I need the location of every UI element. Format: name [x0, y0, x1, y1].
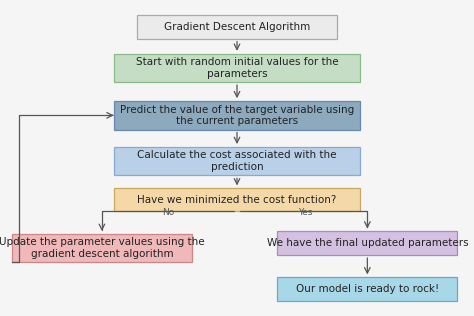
Text: Have we minimized the cost function?: Have we minimized the cost function? — [137, 195, 337, 205]
FancyBboxPatch shape — [277, 231, 457, 255]
FancyBboxPatch shape — [114, 188, 360, 211]
FancyBboxPatch shape — [114, 101, 360, 130]
Text: Calculate the cost associated with the
prediction: Calculate the cost associated with the p… — [137, 150, 337, 172]
Text: Start with random initial values for the
parameters: Start with random initial values for the… — [136, 57, 338, 79]
Text: We have the final updated parameters: We have the final updated parameters — [266, 238, 468, 248]
FancyBboxPatch shape — [12, 234, 192, 262]
Text: Update the parameter values using the
gradient descent algorithm: Update the parameter values using the gr… — [0, 237, 205, 259]
FancyBboxPatch shape — [137, 15, 337, 39]
Text: Predict the value of the target variable using
the current parameters: Predict the value of the target variable… — [120, 105, 354, 126]
Text: Yes: Yes — [299, 208, 313, 217]
FancyBboxPatch shape — [114, 54, 360, 82]
Text: No: No — [162, 208, 174, 217]
Text: Our model is ready to rock!: Our model is ready to rock! — [296, 284, 439, 294]
FancyBboxPatch shape — [114, 147, 360, 175]
FancyBboxPatch shape — [277, 277, 457, 301]
Text: Gradient Descent Algorithm: Gradient Descent Algorithm — [164, 22, 310, 32]
